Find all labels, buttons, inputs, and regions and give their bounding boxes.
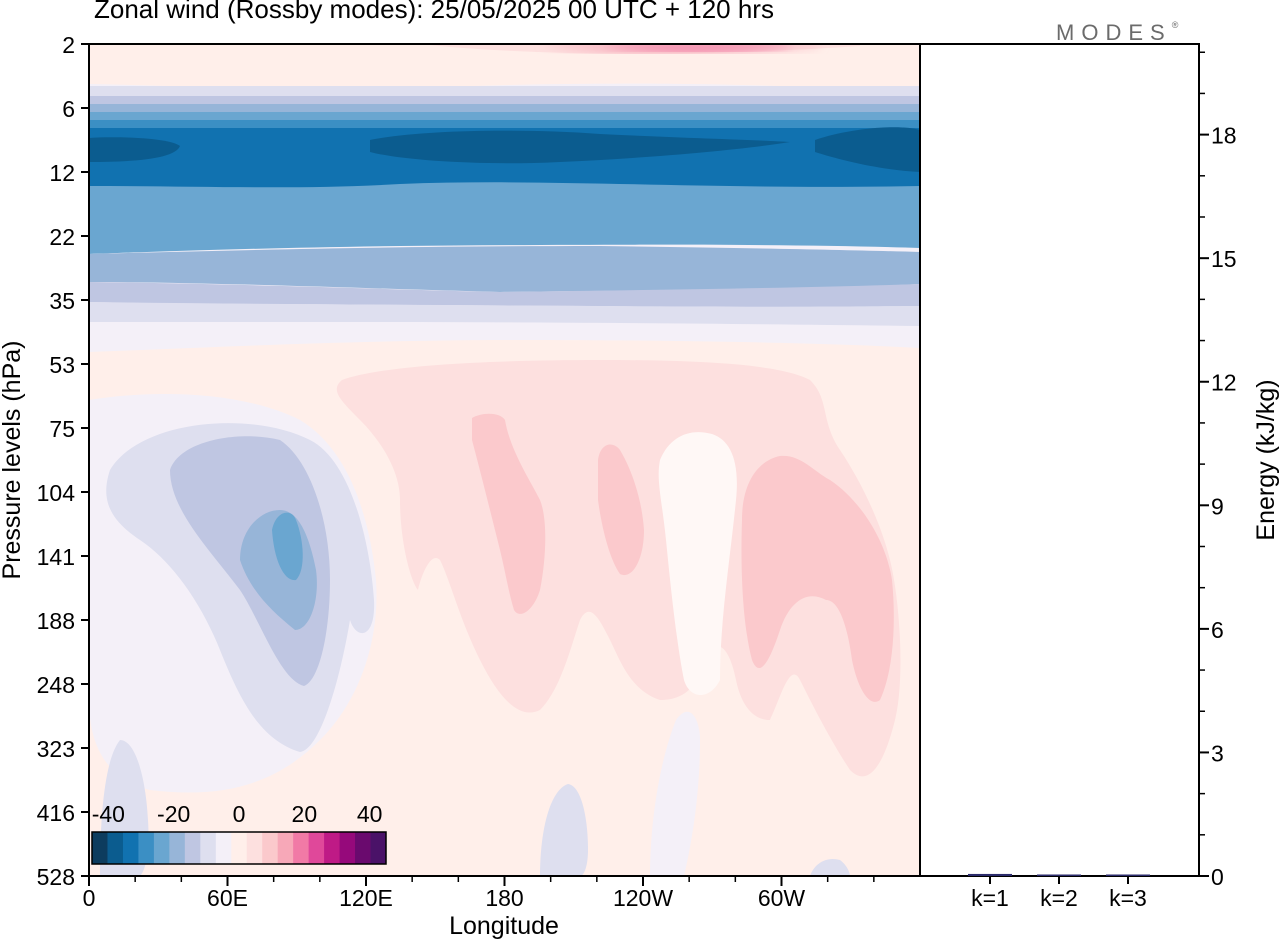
energy-tick-label: 18 [1211, 123, 1237, 149]
band-upper-westerly [89, 44, 920, 92]
y-tick-label: 35 [49, 288, 75, 314]
y-tick-label: 22 [49, 224, 75, 250]
brand-mark: ® [1171, 19, 1179, 30]
energy-tick-label: 9 [1211, 493, 1224, 519]
energy-category-label: k=2 [1040, 885, 1078, 911]
easterly-patch-se [810, 858, 850, 876]
colorbar-swatch [138, 832, 155, 864]
x-axis-label: Longitude [449, 912, 559, 940]
y-tick-label: 2 [62, 32, 75, 58]
energy-category-label: k=3 [1109, 885, 1147, 911]
energy-bars [968, 873, 1150, 876]
colorbar-swatch [122, 832, 139, 864]
energy-axis-label: Energy (kJ/kg) [1252, 379, 1280, 540]
band-e8 [89, 246, 920, 292]
band-e4 [89, 112, 920, 120]
colorbar-swatch [169, 832, 186, 864]
westerly-tongue-a [472, 413, 546, 614]
y-tick-label: 104 [37, 480, 76, 506]
energy-bar [968, 873, 1012, 876]
colorbar-swatch [153, 832, 170, 864]
y-tick-label: 6 [62, 96, 75, 122]
y-tick-label: 75 [49, 416, 75, 442]
band-e1 [89, 86, 920, 96]
easterly-cell-core [272, 512, 303, 581]
colorbar-swatch [355, 832, 372, 864]
colorbar-swatch [92, 832, 108, 864]
colorbar-swatch [277, 832, 294, 864]
energy-tick-label: 15 [1211, 246, 1237, 272]
energy-tick-label: 3 [1211, 740, 1224, 766]
y-tick-label: 188 [37, 608, 75, 634]
colorbar-frame [91, 831, 387, 865]
band-e10 [89, 302, 920, 326]
y-tick-label: 323 [37, 736, 75, 762]
colorbar-swatch [324, 832, 341, 864]
y-tick-label: 248 [37, 672, 75, 698]
energy-y-axis: 0 3 6 9 12 15 18 [1199, 51, 1237, 890]
energy-bar [1037, 874, 1081, 876]
colorbar-swatch [107, 832, 124, 864]
chart-title: Zonal wind (Rossby modes): 25/05/2025 00… [94, 0, 774, 24]
colorbar-swatch [370, 832, 387, 864]
y-tick-label: 141 [37, 544, 75, 570]
y-tick-label: 528 [37, 864, 75, 890]
colorbar-tick-label: -40 [92, 801, 125, 827]
pale-column-southeast [650, 711, 700, 876]
easterly-core-mid [370, 130, 790, 164]
easterly-core-west [815, 127, 920, 172]
band-e7 [89, 182, 920, 254]
energy-tick-label: 12 [1211, 370, 1237, 396]
band-e2 [89, 96, 920, 104]
y-axis-label: Pressure levels (hPa) [0, 341, 26, 580]
band-e9 [89, 282, 920, 307]
colorbar-swatch [246, 832, 263, 864]
energy-tick-label: 6 [1211, 617, 1224, 643]
y-tick-label: 53 [49, 352, 75, 378]
easterly-core-east [89, 137, 180, 162]
colorbar-swatch [339, 832, 356, 864]
zonal-wind-heatmap [89, 44, 920, 876]
y-tick-label: 12 [49, 160, 75, 186]
colorbar-tick-label: 0 [233, 801, 246, 827]
heatmap-y-axis: 2 6 12 22 35 53 75 104 141 188 248 323 416 528 [37, 32, 89, 890]
energy-x-axis: k=1 k=2 k=3 [971, 876, 1147, 911]
colorbar-swatch [200, 832, 217, 864]
heatmap-x-axis: 0 60E 120E 180 120W 60W [83, 876, 875, 911]
colorbar-tick-label: 20 [292, 801, 318, 827]
colorbar-swatch [184, 832, 201, 864]
x-tick-label: 60W [758, 885, 806, 911]
y-tick-label: 416 [37, 800, 75, 826]
energy-bar [1106, 874, 1150, 876]
band-e3 [89, 104, 920, 112]
energy-tick-label: 0 [1211, 864, 1224, 890]
x-tick-label: 0 [83, 885, 96, 911]
x-tick-label: 120E [339, 885, 393, 911]
westerly-tongue-b [598, 444, 644, 576]
band-westerly-peak [600, 44, 790, 52]
pale-column-east [658, 432, 737, 695]
heatmap-fill-bands [89, 44, 920, 876]
colorbar-swatch [231, 832, 248, 864]
x-tick-label: 60E [207, 885, 248, 911]
colorbar-tick-label: 40 [357, 801, 383, 827]
x-tick-label: 180 [485, 885, 523, 911]
westerly-tongue-c [741, 455, 894, 702]
modes-logo: MODES® [1056, 20, 1178, 46]
colorbar-swatch [215, 832, 232, 864]
colorbar-swatch [293, 832, 310, 864]
colorbar-swatch [262, 832, 279, 864]
colorbar: -40 -20 0 20 40 [91, 801, 387, 865]
brand-text: MODES [1056, 20, 1172, 45]
energy-panel-frame [919, 43, 1200, 877]
colorbar-tick-label: -20 [157, 801, 190, 827]
energy-category-label: k=1 [971, 885, 1009, 911]
colorbar-swatch [308, 832, 325, 864]
x-tick-label: 120W [613, 885, 673, 911]
easterly-patch-s [540, 784, 588, 876]
